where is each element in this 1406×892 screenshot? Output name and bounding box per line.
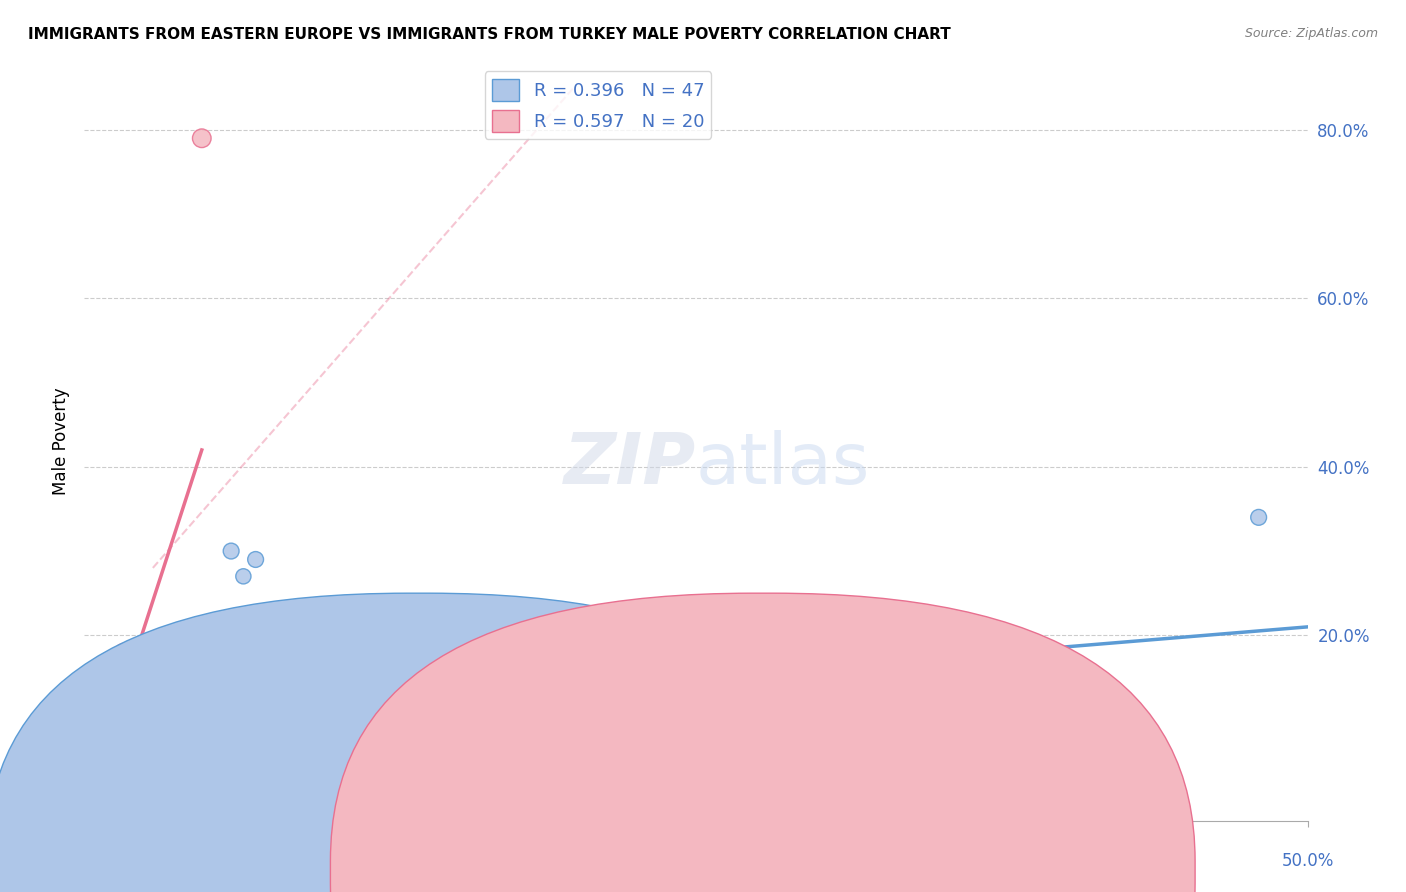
Point — [367, 704, 389, 718]
Point — [135, 670, 157, 684]
Point — [232, 569, 254, 583]
Point — [115, 696, 138, 710]
Point — [127, 645, 149, 659]
Point — [90, 696, 112, 710]
Point — [117, 713, 139, 727]
Text: 0.0%: 0.0% — [63, 852, 105, 870]
Point — [513, 679, 536, 693]
Point — [162, 721, 184, 735]
Point — [112, 679, 135, 693]
Point — [105, 704, 128, 718]
Point — [96, 662, 118, 676]
Point — [176, 713, 198, 727]
Point — [90, 704, 112, 718]
Text: Immigrants from Turkey: Immigrants from Turkey — [780, 859, 963, 874]
Y-axis label: Male Poverty: Male Poverty — [52, 388, 70, 495]
Point — [93, 670, 115, 684]
Point — [318, 687, 340, 701]
Point — [979, 637, 1001, 651]
Point — [93, 713, 115, 727]
Legend: R = 0.396   N = 47, R = 0.597   N = 20: R = 0.396 N = 47, R = 0.597 N = 20 — [485, 71, 711, 139]
Point — [152, 679, 174, 693]
Point — [245, 552, 267, 566]
Point — [153, 687, 176, 701]
Point — [440, 654, 463, 668]
Point — [117, 662, 139, 676]
Point — [166, 687, 188, 701]
Point — [136, 704, 159, 718]
Text: atlas: atlas — [696, 430, 870, 499]
Point — [80, 704, 103, 718]
Point — [139, 687, 162, 701]
Point — [183, 696, 205, 710]
Point — [294, 637, 316, 651]
Point — [77, 721, 100, 735]
Point — [152, 713, 174, 727]
Point — [1247, 510, 1270, 524]
Point — [87, 687, 110, 701]
Point — [172, 654, 194, 668]
Text: Immigrants from Eastern Europe: Immigrants from Eastern Europe — [409, 859, 659, 874]
Text: Source: ZipAtlas.com: Source: ZipAtlas.com — [1244, 27, 1378, 40]
Point — [87, 679, 110, 693]
Point — [219, 544, 242, 558]
Point — [80, 696, 103, 710]
Point — [191, 131, 214, 145]
Point — [191, 713, 214, 727]
Point — [179, 730, 201, 744]
Point — [96, 687, 118, 701]
Point — [156, 696, 179, 710]
Point — [97, 654, 120, 668]
Point — [172, 679, 194, 693]
Point — [110, 670, 132, 684]
Point — [146, 670, 169, 684]
Point — [122, 679, 145, 693]
Point — [86, 730, 108, 744]
Point — [758, 696, 780, 710]
Point — [83, 713, 105, 727]
Text: IMMIGRANTS FROM EASTERN EUROPE VS IMMIGRANTS FROM TURKEY MALE POVERTY CORRELATIO: IMMIGRANTS FROM EASTERN EUROPE VS IMMIGR… — [28, 27, 950, 42]
Text: ZIP: ZIP — [564, 430, 696, 499]
Point — [103, 670, 125, 684]
Text: 50.0%: 50.0% — [1281, 852, 1334, 870]
Point — [122, 645, 145, 659]
Point — [83, 713, 105, 727]
Point — [100, 696, 122, 710]
Point — [86, 679, 108, 693]
Point — [103, 687, 125, 701]
Point — [195, 721, 218, 735]
Point — [77, 721, 100, 735]
Point — [127, 654, 149, 668]
Point — [112, 645, 135, 659]
Point — [208, 704, 231, 718]
Point — [97, 721, 120, 735]
Point — [142, 696, 165, 710]
Point — [142, 687, 165, 701]
Point — [120, 713, 142, 727]
Point — [159, 662, 181, 676]
Point — [107, 730, 129, 744]
